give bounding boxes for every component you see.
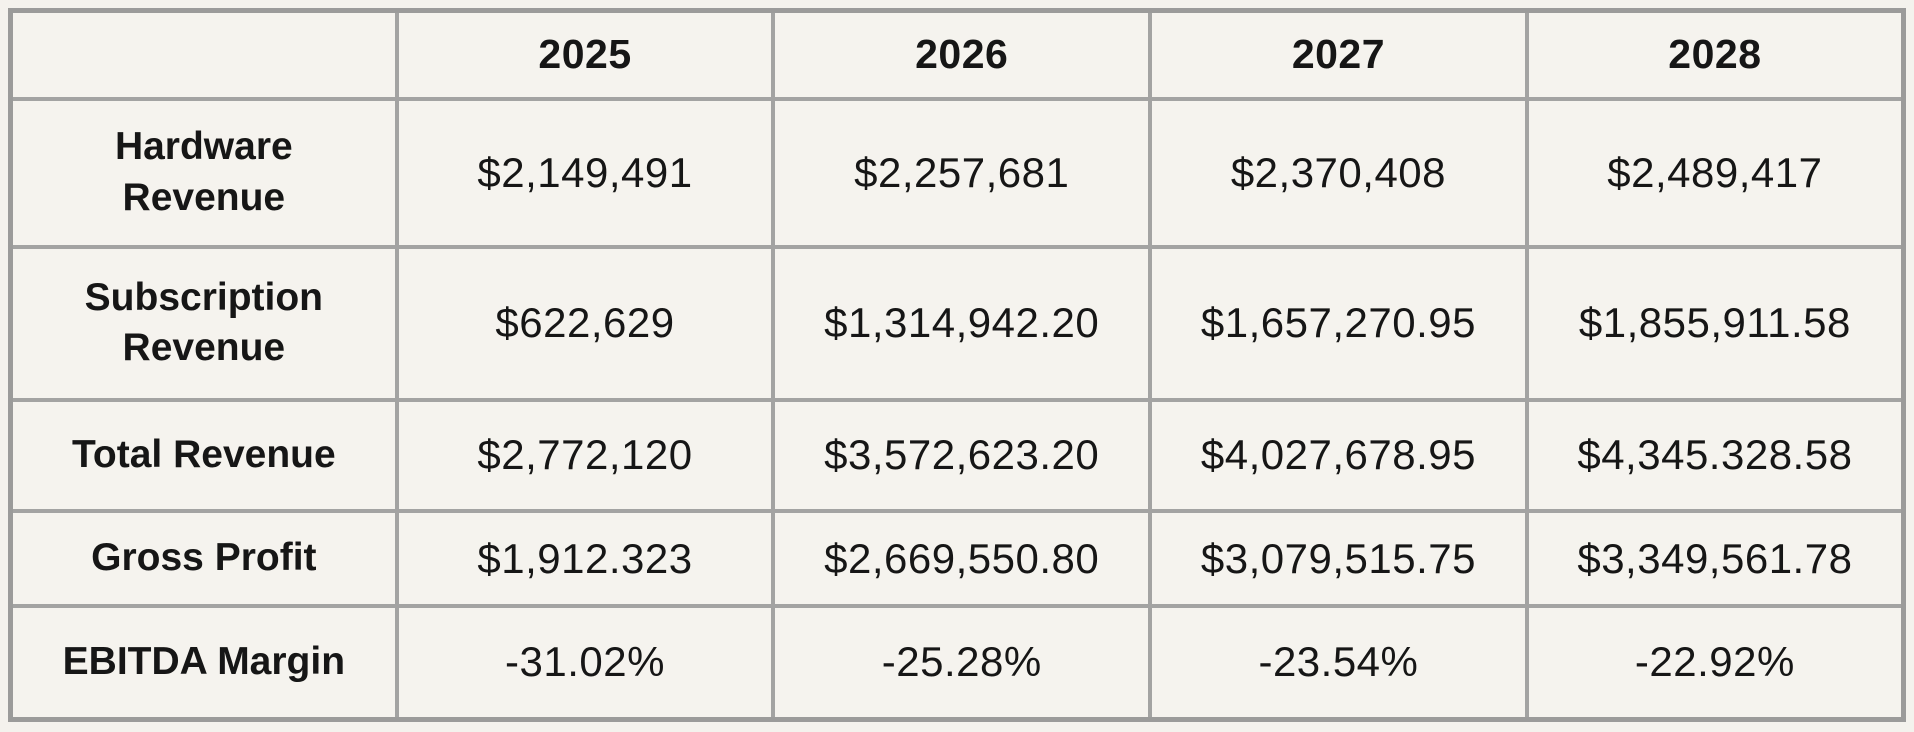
cell-gross-2027: $3,079,515.75 (1148, 509, 1529, 608)
cell-ebitda-2028: -22.92% (1524, 603, 1906, 722)
table-row-hardware-revenue: Hardware Revenue $2,149,491 $2,257,681 $… (8, 96, 1906, 250)
row-label-subscription-revenue: Subscription Revenue (8, 245, 399, 402)
table-row-subscription-revenue: Subscription Revenue $622,629 $1,314,942… (8, 245, 1906, 402)
year-header-2028: 2028 (1524, 8, 1906, 101)
cell-subscription-2026: $1,314,942.20 (771, 245, 1153, 402)
cell-hardware-2027: $2,370,408 (1148, 96, 1529, 250)
year-header-2027: 2027 (1148, 8, 1529, 101)
cell-hardware-2026: $2,257,681 (771, 96, 1153, 250)
cell-total-2025: $2,772,120 (394, 397, 776, 514)
table-row-total-revenue: Total Revenue $2,772,120 $3,572,623.20 $… (8, 397, 1906, 514)
cell-subscription-2028: $1,855,911.58 (1524, 245, 1906, 402)
cell-subscription-2025: $622,629 (394, 245, 776, 402)
row-label-total-revenue: Total Revenue (8, 397, 399, 514)
year-header-2025: 2025 (394, 8, 776, 101)
cell-ebitda-2027: -23.54% (1148, 603, 1529, 722)
cell-hardware-2025: $2,149,491 (394, 96, 776, 250)
cell-total-2027: $4,027,678.95 (1148, 397, 1529, 514)
cell-gross-2025: $1,912.323 (394, 509, 776, 608)
corner-empty-cell (8, 8, 399, 101)
cell-total-2026: $3,572,623.20 (771, 397, 1153, 514)
row-label-ebitda-margin: EBITDA Margin (8, 603, 399, 722)
row-label-gross-profit: Gross Profit (8, 509, 399, 608)
cell-ebitda-2026: -25.28% (771, 603, 1153, 722)
cell-total-2028: $4,345.328.58 (1524, 397, 1906, 514)
cell-hardware-2028: $2,489,417 (1524, 96, 1906, 250)
cell-subscription-2027: $1,657,270.95 (1148, 245, 1529, 402)
cell-gross-2026: $2,669,550.80 (771, 509, 1153, 608)
header-row: 2025 2026 2027 2028 (8, 8, 1906, 101)
table-row-gross-profit: Gross Profit $1,912.323 $2,669,550.80 $3… (8, 509, 1906, 608)
table-row-ebitda-margin: EBITDA Margin -31.02% -25.28% -23.54% -2… (8, 603, 1906, 722)
cell-gross-2028: $3,349,561.78 (1524, 509, 1906, 608)
cell-ebitda-2025: -31.02% (394, 603, 776, 722)
year-header-2026: 2026 (771, 8, 1153, 101)
financial-projections-table: 2025 2026 2027 2028 Hardware Revenue $2,… (8, 8, 1906, 722)
row-label-hardware-revenue: Hardware Revenue (8, 96, 399, 250)
